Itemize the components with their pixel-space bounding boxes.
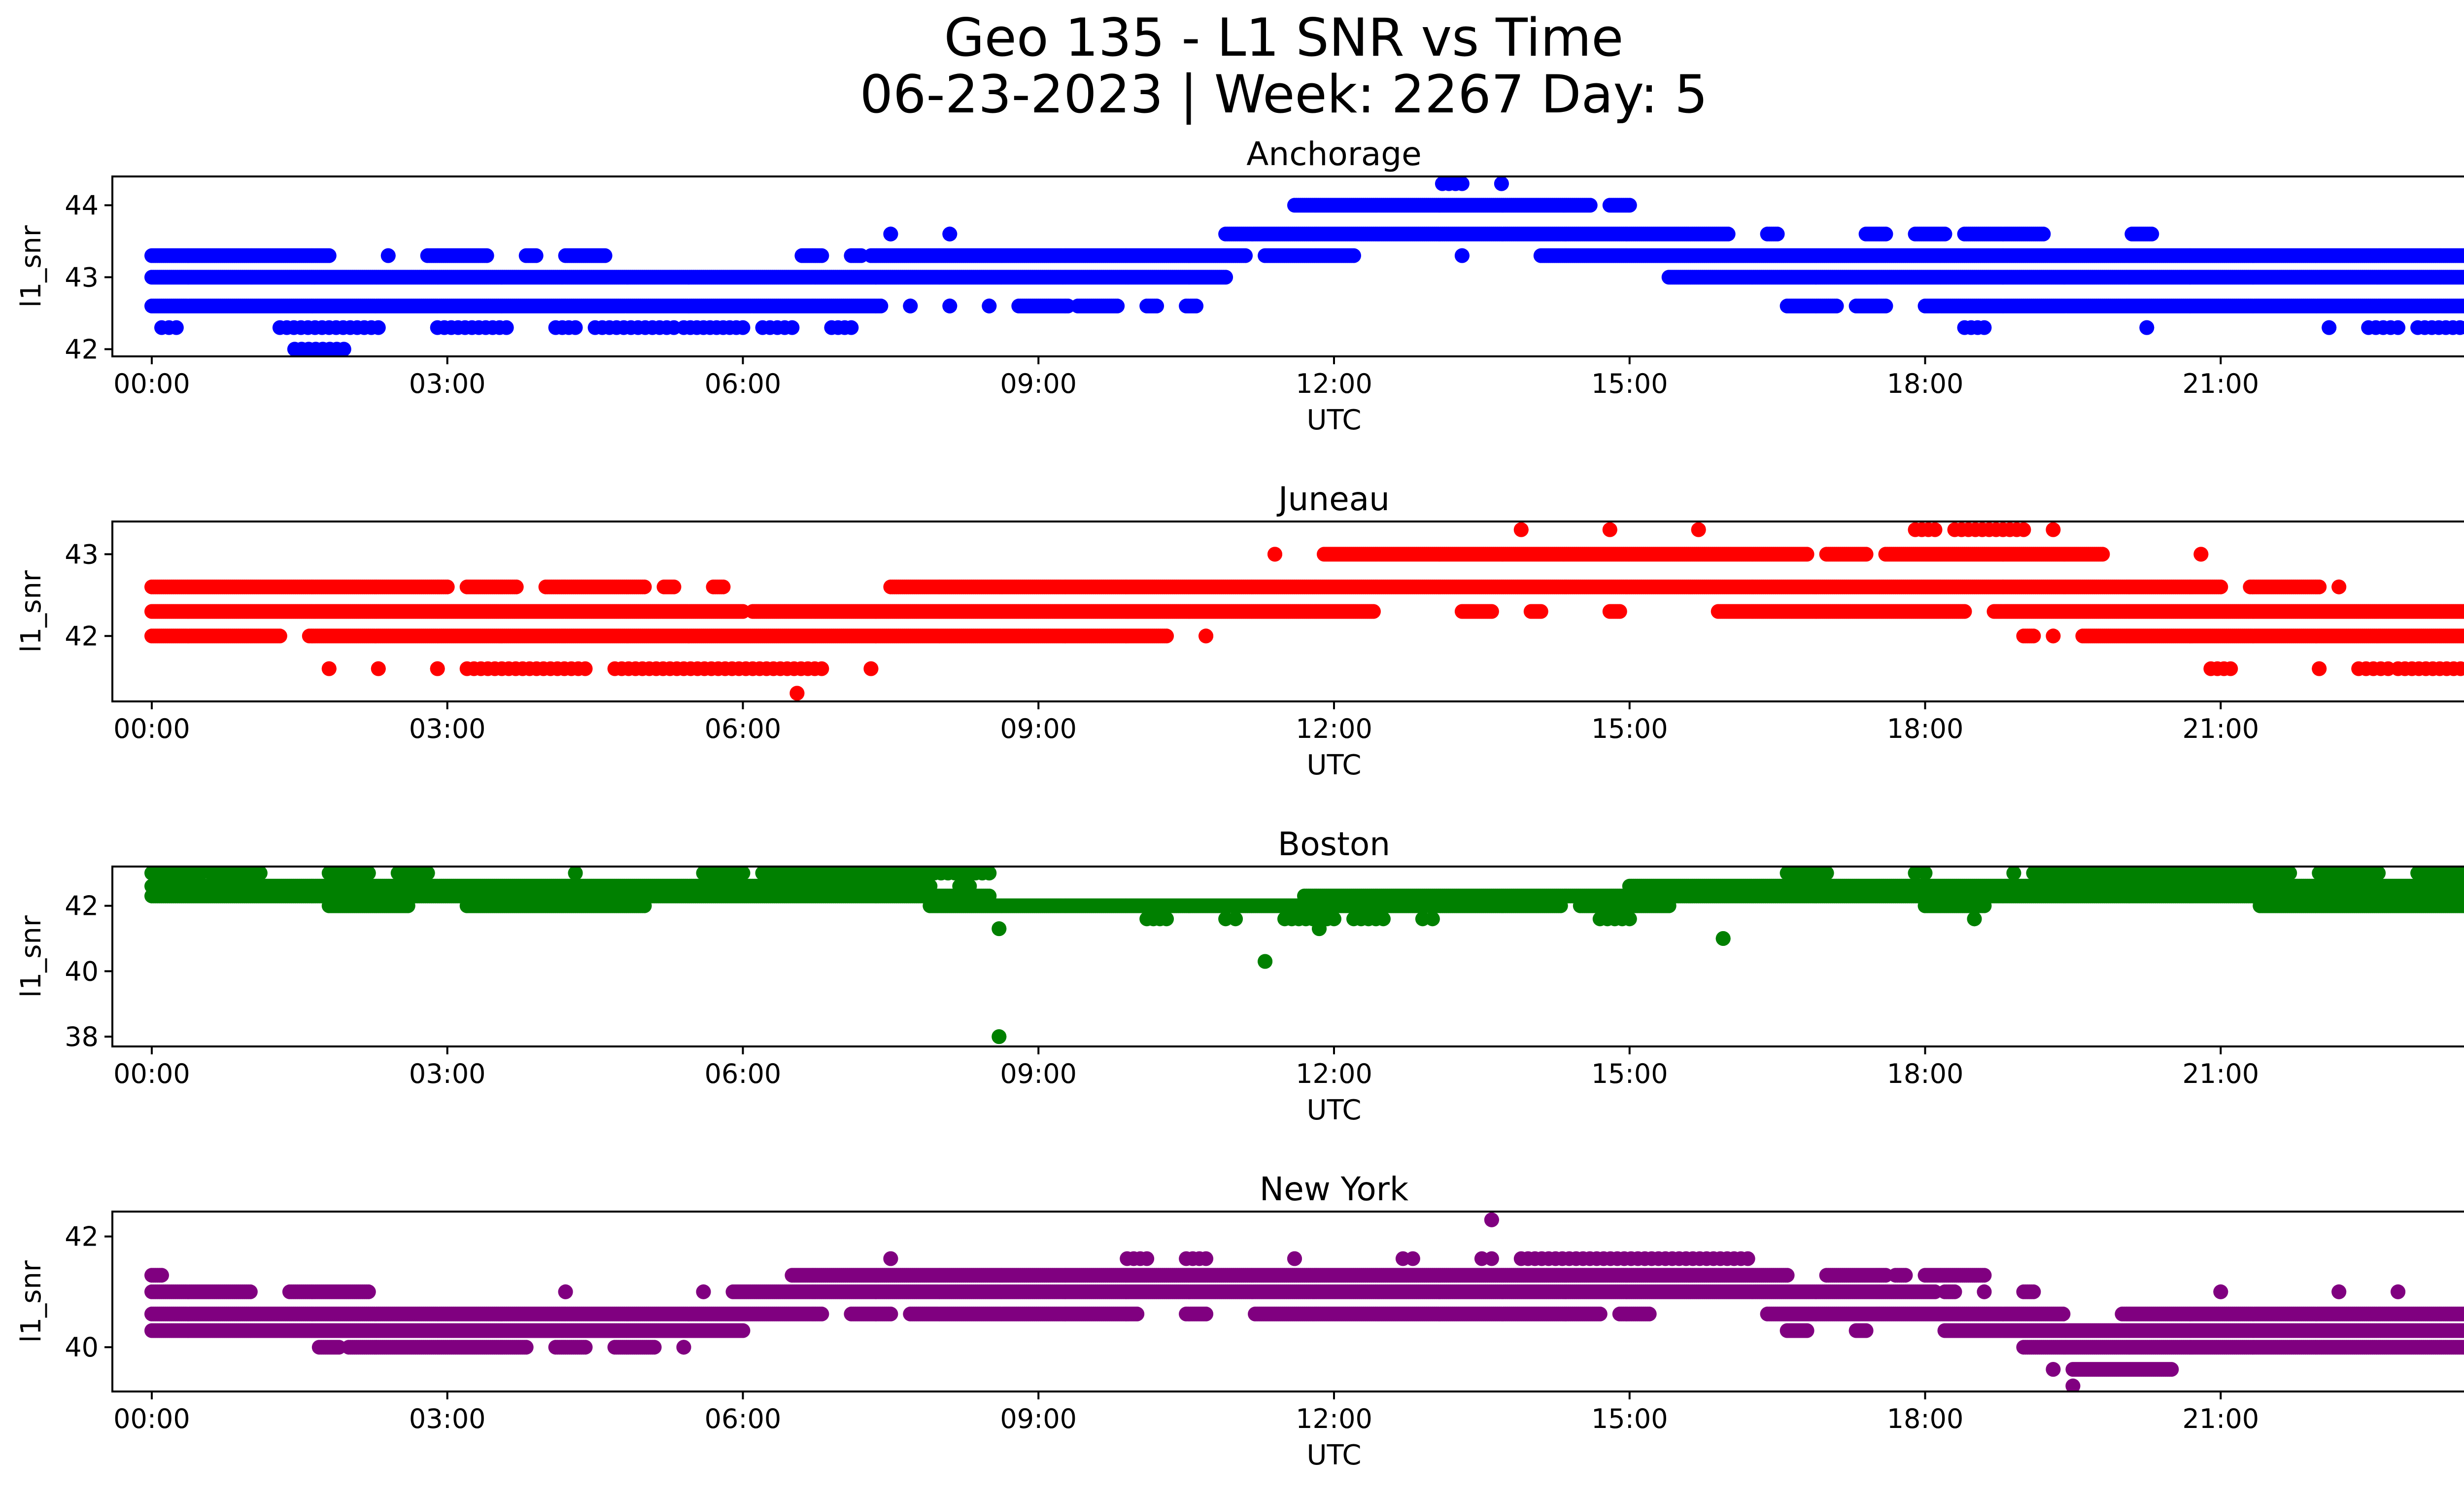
- data-point: [2139, 320, 2155, 335]
- data-point: [903, 298, 918, 313]
- data-point: [1218, 270, 1233, 285]
- data-point: [2223, 661, 2238, 676]
- data-point: [1612, 604, 1627, 619]
- x-tick-label: 21:00: [2182, 368, 2259, 399]
- y-tick-label: 42: [65, 334, 99, 365]
- data-point: [1484, 604, 1499, 619]
- data-point: [1957, 604, 1972, 619]
- data-point: [1454, 248, 1470, 263]
- data-point: [1238, 248, 1253, 263]
- y-tick-label: 43: [65, 262, 99, 293]
- data-point: [2462, 272, 2464, 283]
- data-point: [2462, 630, 2464, 642]
- data-point: [380, 248, 396, 263]
- data-point: [336, 342, 351, 356]
- data-point: [2462, 300, 2464, 312]
- data-point: [2046, 628, 2061, 644]
- data-point: [1198, 628, 1214, 644]
- data-point: [2322, 320, 2337, 335]
- data-point: [578, 661, 593, 676]
- data-point: [1937, 226, 1952, 242]
- data-point: [1346, 248, 1361, 263]
- panel-1: 00:00 03:00 06:00 09:00 12:00 15:00 18:00 21:00…: [15, 480, 2464, 781]
- data-point: [2144, 226, 2159, 242]
- data-point: [1977, 320, 1992, 335]
- x-tick-label: 06:00: [705, 368, 782, 399]
- x-tick-label: 09:00: [1000, 368, 1077, 399]
- data-point: [1149, 298, 1164, 313]
- panels: 00:00 03:00 06:00 09:00 12:00 15:00 18:00 21:00…: [15, 135, 2464, 1471]
- markers-1: [144, 522, 2464, 701]
- data-point: [735, 320, 751, 335]
- data-point: [873, 298, 889, 313]
- y-axis-label: l1_snr: [15, 225, 47, 308]
- data-point: [1110, 298, 1125, 313]
- figure-title-line2: 06-23-2023 | Week: 2267 Day: 5: [860, 64, 1708, 125]
- data-point: [1770, 226, 1785, 242]
- figure-title-line1: Geo 135 - L1 SNR vs Time: [944, 7, 1623, 68]
- x-tick-label: 03:00: [409, 368, 486, 399]
- x-axis-label: UTC: [1306, 404, 1361, 436]
- data-point: [169, 320, 184, 335]
- data-point: [2462, 250, 2464, 261]
- data-point: [1494, 176, 1509, 191]
- panel-title: Anchorage: [1246, 135, 1422, 173]
- data-point: [479, 248, 494, 263]
- data-point: [2391, 320, 2406, 335]
- markers-0: [144, 176, 2464, 356]
- data-point: [814, 661, 829, 676]
- data-point: [1454, 176, 1470, 191]
- x-tick-label: 00:00: [113, 368, 190, 399]
- data-point: [1878, 298, 1893, 313]
- data-point: [844, 320, 859, 335]
- x-tick-label: 18:00: [1887, 368, 1964, 399]
- data-point: [430, 661, 445, 676]
- data-point: [789, 686, 805, 701]
- data-point: [2312, 661, 2327, 676]
- data-point: [863, 661, 879, 676]
- data-point: [272, 628, 287, 644]
- data-point: [1720, 226, 1736, 242]
- panel-0: 00:00 03:00 06:00 09:00 12:00 15:00 18:00 21:00…: [15, 135, 2464, 436]
- data-point: [2460, 320, 2464, 335]
- data-point: [2460, 662, 2464, 675]
- data-point: [2026, 628, 2041, 644]
- data-point: [1878, 226, 1893, 242]
- data-point: [597, 248, 613, 263]
- data-point: [982, 298, 997, 313]
- data-point: [942, 298, 958, 313]
- data-point: [814, 248, 829, 263]
- data-point: [1533, 604, 1548, 619]
- data-point: [321, 661, 337, 676]
- data-point: [321, 248, 337, 263]
- data-point: [2036, 226, 2051, 242]
- data-point: [528, 248, 544, 263]
- data-point: [785, 320, 800, 335]
- data-point: [1582, 198, 1598, 213]
- data-point: [371, 661, 386, 676]
- data-point: [568, 320, 583, 335]
- data-point: [1622, 198, 1637, 213]
- x-tick-label: 15:00: [1591, 368, 1668, 399]
- data-point: [1829, 298, 1844, 313]
- data-point: [371, 320, 386, 335]
- y-tick-label: 44: [65, 190, 99, 221]
- data-point: [1159, 628, 1174, 644]
- data-point: [883, 226, 898, 242]
- data-point: [942, 226, 958, 242]
- data-point: [1189, 298, 1204, 313]
- data-point: [1366, 604, 1381, 619]
- data-point: [499, 320, 514, 335]
- x-tick-label: 12:00: [1296, 368, 1372, 399]
